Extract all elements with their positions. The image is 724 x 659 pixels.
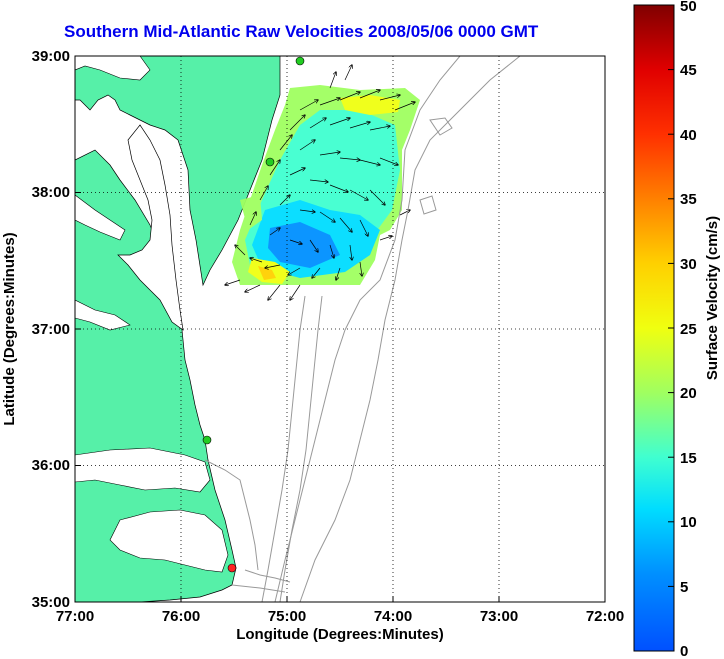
colorbar-tick-label: 50 <box>680 0 697 15</box>
map-grid <box>75 56 605 602</box>
x-tick-label: 72:00 <box>586 608 624 625</box>
radar-station-marker <box>227 563 237 573</box>
colorbar-label: Surface Velocity (cm/s) <box>704 216 721 380</box>
x-tick-label: 75:00 <box>268 608 306 625</box>
x-tick-labels: 77:00 76:00 75:00 74:00 73:00 72:00 <box>56 608 624 625</box>
y-tick-labels: 39:00 38:00 37:00 36:00 35:00 <box>32 48 70 611</box>
land-mass <box>75 56 281 287</box>
colorbar-tick-label: 10 <box>680 514 697 531</box>
y-tick-label: 36:00 <box>32 457 70 474</box>
y-tick-label: 39:00 <box>32 48 70 65</box>
x-tick-label: 76:00 <box>162 608 200 625</box>
colorbar-tick-label: 15 <box>680 450 697 467</box>
colorbar-tick-label: 45 <box>680 62 697 79</box>
colorbar-tick-label: 20 <box>680 385 697 402</box>
x-tick-label: 77:00 <box>56 608 94 625</box>
colorbar <box>633 4 675 652</box>
colorbar-tick-label: 25 <box>680 321 697 338</box>
colorbar-tick-label: 0 <box>680 643 688 659</box>
colorbar-tick-label: 5 <box>680 579 688 596</box>
radar-station-marker <box>265 157 275 167</box>
velocity-field <box>232 85 420 285</box>
y-tick-label: 35:00 <box>32 594 70 611</box>
colorbar-tick-label: 35 <box>680 191 697 208</box>
colorbar-tick-label: 30 <box>680 256 697 273</box>
y-tick-label: 38:00 <box>32 184 70 201</box>
map-title: Southern Mid-Atlantic Raw Velocities 200… <box>64 22 539 41</box>
colorbar-tick-labels: 50 45 40 35 30 25 20 15 10 5 0 <box>680 0 697 659</box>
axis-ticks <box>74 55 606 603</box>
velocity-arrows <box>225 65 415 300</box>
radar-station-marker <box>202 435 212 445</box>
y-axis-label: Latitude (Degrees:Minutes) <box>1 232 18 425</box>
radar-station-marker <box>295 56 305 66</box>
x-tick-label: 73:00 <box>480 608 518 625</box>
x-axis-label: Longitude (Degrees:Minutes) <box>236 626 444 643</box>
y-tick-label: 37:00 <box>32 321 70 338</box>
colorbar-tick-label: 40 <box>680 127 697 144</box>
x-tick-label: 74:00 <box>374 608 412 625</box>
colorbar-ticks <box>668 4 674 587</box>
